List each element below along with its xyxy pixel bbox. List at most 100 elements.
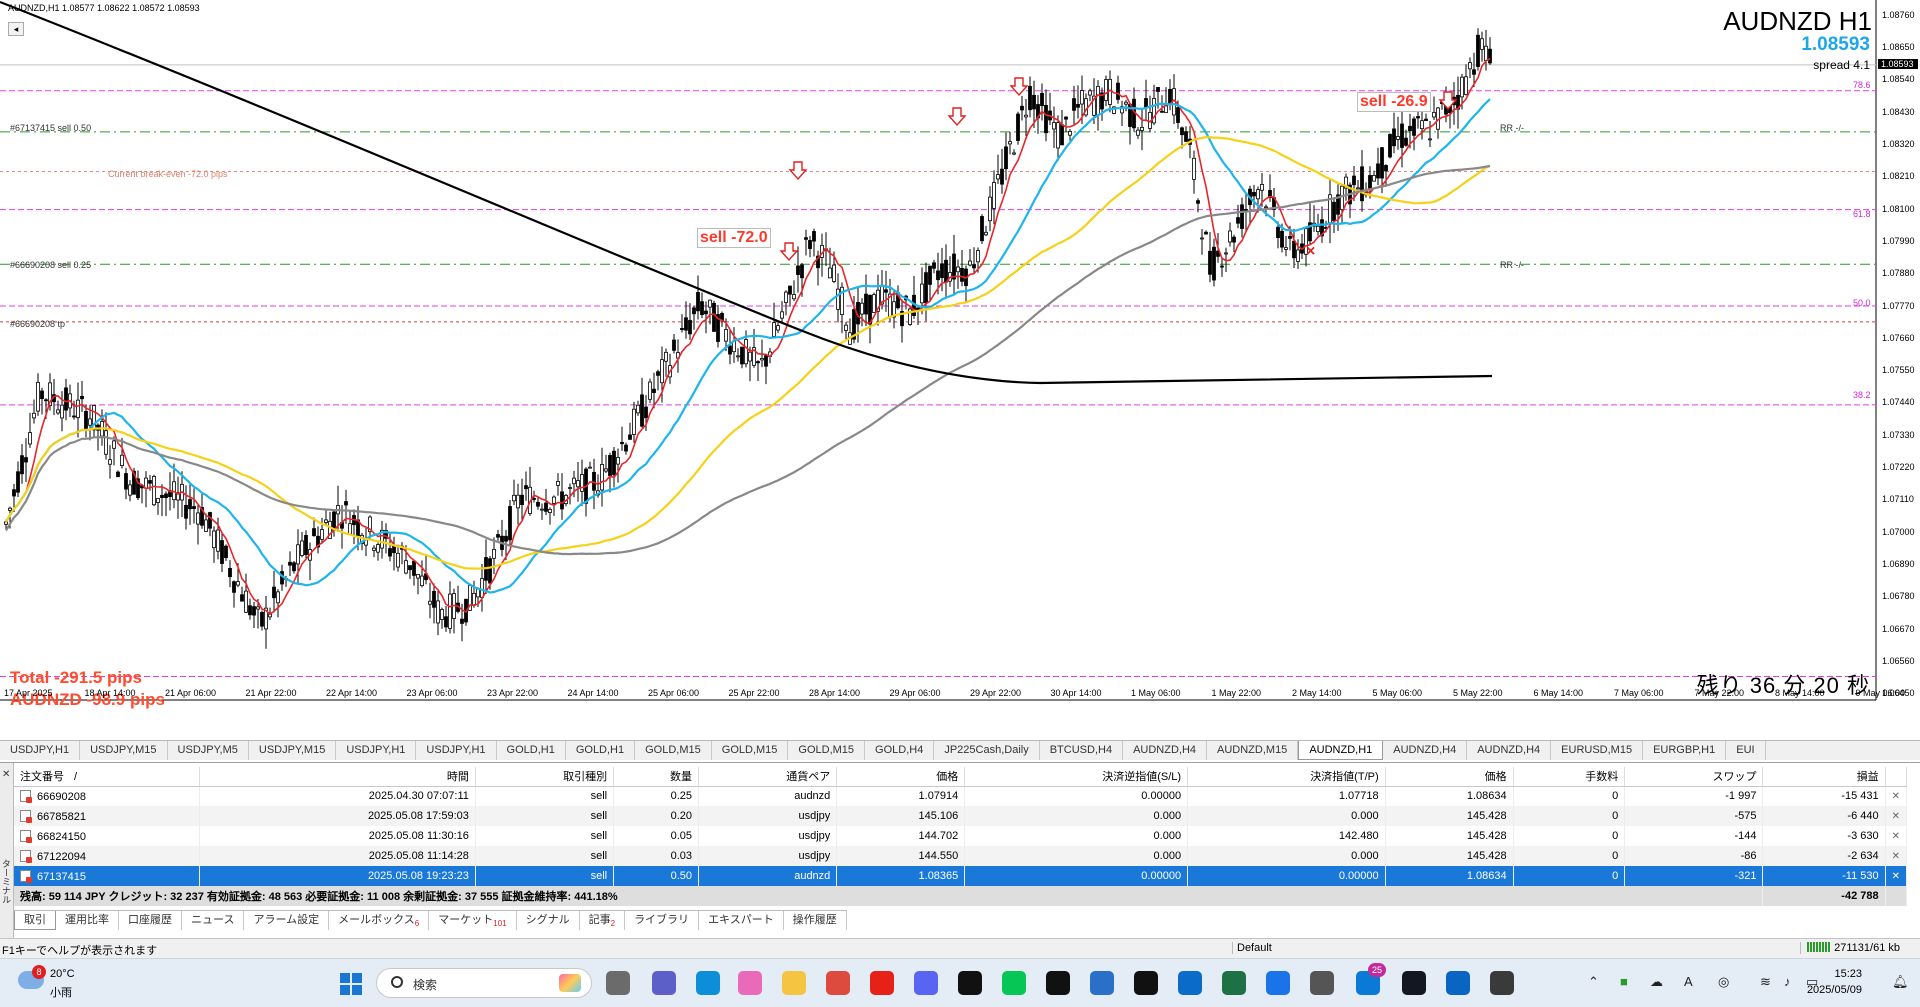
ime-indicator[interactable]: A <box>1684 974 1693 989</box>
youtube-icon[interactable] <box>870 971 894 995</box>
discord-icon[interactable] <box>914 971 938 995</box>
price-chart[interactable]: × <box>0 0 1920 740</box>
terminal-tab[interactable]: 操作履歴 <box>784 911 847 930</box>
chart-tab[interactable]: AUDNZD,H1 <box>1298 741 1384 760</box>
close-icon[interactable]: ✕ <box>2 769 11 780</box>
chrome-icon[interactable] <box>826 971 850 995</box>
column-header[interactable]: 通貨ペア <box>698 767 838 787</box>
copilot-icon[interactable]: ◎ <box>1718 974 1730 989</box>
column-header[interactable]: 決済逆指値(S/L) <box>964 767 1189 787</box>
chart-tab[interactable]: USDJPY,M15 <box>80 741 168 760</box>
chart-tab[interactable]: AUDNZD,H4 <box>1467 741 1552 760</box>
chart-tab[interactable]: USDJPY,H1 <box>0 741 81 760</box>
chart-tab[interactable]: USDJPY,M5 <box>168 741 249 760</box>
chart-tab[interactable]: EUI <box>1726 741 1766 760</box>
terminal-tab[interactable]: マーケット101 <box>429 911 517 930</box>
speaker-icon[interactable]: ♪ <box>1784 974 1791 989</box>
column-header[interactable]: 決済指値(T/P) <box>1187 767 1386 787</box>
column-header-label: 注文番号 <box>20 771 64 784</box>
table-row[interactable]: 67137415 2025.05.08 19:23:23 sell 0.50 audnz… <box>14 866 1908 886</box>
xm-app-icon[interactable] <box>958 971 982 995</box>
close-icon[interactable]: ✕ <box>1891 871 1900 882</box>
close-order-cell[interactable]: ✕ <box>1885 866 1908 886</box>
terminal-tab[interactable]: ニュース <box>182 911 245 930</box>
column-header[interactable]: 価格 <box>1385 767 1514 787</box>
terminal-tab[interactable]: 口座履歴 <box>119 911 182 930</box>
column-header[interactable]: 時間 <box>199 767 476 787</box>
close-icon[interactable]: ✕ <box>1891 831 1900 842</box>
close-icon[interactable]: ✕ <box>1891 791 1900 803</box>
chart-tab[interactable]: BTCUSD,H4 <box>1040 741 1124 760</box>
chart-tab[interactable]: GOLD,H1 <box>497 741 566 760</box>
chart-tab[interactable]: GOLD,H1 <box>566 741 636 760</box>
app-tray-icon[interactable]: ■ <box>1620 974 1628 989</box>
candle-body <box>628 434 632 440</box>
wifi-icon[interactable]: ≋ <box>1760 974 1771 989</box>
terminal-tab[interactable]: ライブラリ <box>625 911 700 930</box>
chart-tab[interactable]: AUDNZD,H4 <box>1383 741 1468 760</box>
column-header[interactable]: 価格 <box>836 767 966 787</box>
windows-start-icon[interactable] <box>340 973 362 995</box>
close-order-cell[interactable]: ✕ <box>1885 786 1908 806</box>
table-row[interactable]: 66690208 2025.04.30 07:07:11 sell 0.25 audnz… <box>14 786 1908 806</box>
close-order-cell[interactable]: ✕ <box>1885 846 1908 866</box>
chart-tab[interactable]: USDJPY,H1 <box>416 741 497 760</box>
chart-window[interactable]: × AUDNZD,H1 1.08577 1.08622 1.08572 1.08… <box>0 0 1920 740</box>
table-row[interactable]: 66824150 2025.05.08 11:30:16 sell 0.05 usdjp… <box>14 826 1908 846</box>
edge-icon[interactable] <box>696 971 720 995</box>
chart-tab[interactable]: GOLD,M15 <box>635 741 712 760</box>
cloud-icon[interactable]: ☁ <box>1650 974 1663 989</box>
terminal-tab[interactable]: 取引 <box>14 911 56 930</box>
outlook-icon[interactable] <box>1446 971 1470 995</box>
chart-tab[interactable]: GOLD,M15 <box>712 741 789 760</box>
column-header[interactable]: 手数料 <box>1513 767 1626 787</box>
chart-tab[interactable]: EURUSD,M15 <box>1551 741 1644 760</box>
chart-tab[interactable]: GOLD,M15 <box>788 741 866 760</box>
close-icon[interactable]: ✕ <box>1891 851 1900 862</box>
table-row[interactable]: 67122094 2025.05.08 11:14:28 sell 0.03 usdjp… <box>14 846 1908 866</box>
task-view-icon[interactable] <box>606 971 630 995</box>
terminal-tab[interactable]: エキスパート <box>699 911 784 930</box>
xm-app-icon[interactable] <box>1046 971 1070 995</box>
chevron-up-icon[interactable]: ⌃ <box>1588 974 1599 989</box>
store-icon[interactable] <box>1178 971 1202 995</box>
close-order-cell[interactable]: ✕ <box>1885 826 1908 846</box>
chart-tab[interactable]: USDJPY,M15 <box>249 741 337 760</box>
file-explorer-icon[interactable] <box>782 971 806 995</box>
photos-icon[interactable] <box>1266 971 1290 995</box>
chart-tab[interactable]: USDJPY,H1 <box>336 741 417 760</box>
xm-app-icon[interactable] <box>1134 971 1158 995</box>
clock-app-icon[interactable] <box>1490 971 1514 995</box>
connection-status[interactable]: 271131/61 kb <box>1800 942 1900 954</box>
terminal-tab[interactable]: メールボックス6 <box>329 911 430 930</box>
calculator-icon[interactable] <box>1310 971 1334 995</box>
chart-tab[interactable]: AUDNZD,H4 <box>1123 741 1208 760</box>
chart-tab[interactable]: EURGBP,H1 <box>1643 741 1727 760</box>
close-icon[interactable]: ✕ <box>1891 811 1900 822</box>
column-header[interactable]: 注文番号 / <box>14 767 200 787</box>
taskbar-search[interactable]: 検索 <box>376 968 592 998</box>
bell-icon[interactable]: 🔔︎ <box>1892 974 1909 989</box>
terminal-tab[interactable]: アラーム設定 <box>244 911 330 930</box>
one-click-trade-toggle[interactable]: ◂ <box>8 22 24 36</box>
terminal-tab[interactable]: 運用比率 <box>56 911 119 930</box>
terminal-tab[interactable]: 記事2 <box>580 911 626 930</box>
line-icon[interactable] <box>1002 971 1026 995</box>
notepad-icon[interactable] <box>1090 971 1114 995</box>
chart-tab[interactable]: GOLD,H4 <box>865 741 935 760</box>
teams-icon[interactable] <box>652 971 676 995</box>
tradingview-icon[interactable] <box>1402 971 1426 995</box>
chart-tab[interactable]: AUDNZD,M15 <box>1207 741 1299 760</box>
copilot-app-icon[interactable] <box>738 971 762 995</box>
column-header[interactable]: 数量 <box>613 767 700 787</box>
excel-icon[interactable] <box>1222 971 1246 995</box>
column-header[interactable]: 取引種別 <box>475 767 615 787</box>
column-header[interactable]: スワップ <box>1624 767 1764 787</box>
terminal-tab[interactable]: シグナル <box>517 911 580 930</box>
close-order-cell[interactable]: ✕ <box>1885 806 1908 826</box>
chart-tab[interactable]: JP225Cash,Daily <box>934 741 1040 760</box>
taskbar-clock[interactable]: 15:23 2025/05/09 <box>1807 966 1862 998</box>
column-header[interactable]: 損益 <box>1762 767 1886 787</box>
battery-icon[interactable]: ▭ <box>1806 974 1819 989</box>
table-row[interactable]: 66785821 2025.05.08 17:59:03 sell 0.20 usdjp… <box>14 806 1908 826</box>
